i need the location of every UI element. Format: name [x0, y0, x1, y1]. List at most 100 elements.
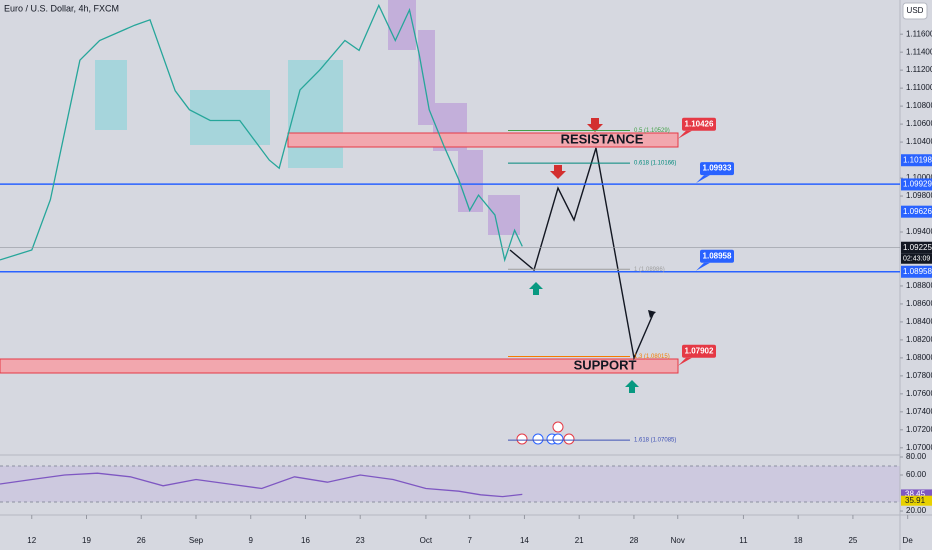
- x-tick-label: 19: [82, 536, 91, 545]
- level-badge: [682, 117, 716, 131]
- y-tick-label: 80.00: [906, 452, 927, 461]
- fib-label: 0.5 (1.10529): [634, 128, 670, 134]
- price-line: [0, 3, 523, 263]
- level-badge: [700, 249, 734, 263]
- y-tick-label: 1.09400: [906, 227, 932, 236]
- x-tick-label: Oct: [420, 536, 433, 545]
- value-badge-label: 38.45: [905, 490, 926, 499]
- fib-label: 0.618 (1.10166): [634, 161, 676, 167]
- value-badge: [901, 489, 932, 500]
- x-tick-label: Nov: [671, 536, 685, 545]
- box: [418, 30, 435, 125]
- y-tick-label: 1.08200: [906, 335, 932, 344]
- currency-button[interactable]: [902, 2, 928, 20]
- y-tick-label: 60.00: [906, 470, 927, 479]
- y-tick-label: 1.08600: [906, 299, 932, 308]
- event-icon: [532, 433, 544, 445]
- resistance-zone: [287, 132, 679, 148]
- fib-label: 1.618 (1.07085): [634, 438, 676, 444]
- price-badge: [901, 205, 932, 218]
- x-tick-label: 9: [249, 536, 254, 545]
- y-tick-label: 1.07800: [906, 371, 932, 380]
- y-tick-label: 1.08000: [906, 353, 932, 362]
- y-tick-label: 1.10000: [906, 173, 932, 182]
- level-badge-pointer: [678, 357, 692, 366]
- box: [190, 90, 270, 145]
- price-badge: [901, 265, 932, 278]
- up-arrow: [529, 282, 543, 295]
- price-badge-label: 1.10198: [903, 155, 932, 164]
- box: [288, 60, 343, 168]
- box: [95, 60, 127, 130]
- level-label: 1.08958: [703, 251, 732, 260]
- projection-arrowhead: [648, 310, 656, 318]
- x-tick-label: 12: [27, 536, 36, 545]
- currency: USD: [907, 6, 924, 15]
- x-tick-label: De: [903, 536, 914, 545]
- level-badge: [700, 162, 734, 176]
- box: [488, 195, 520, 235]
- event-icon: [563, 433, 575, 445]
- y-tick-label: 1.07600: [906, 389, 932, 398]
- x-tick-label: 23: [356, 536, 365, 545]
- y-tick-label: 1.11600: [906, 29, 932, 38]
- box: [458, 150, 483, 212]
- y-tick-label: 1.11400: [906, 47, 932, 56]
- countdown-badge: [901, 253, 932, 264]
- level-badge: [682, 344, 716, 358]
- x-tick-label: 14: [520, 536, 529, 545]
- down-arrow: [587, 118, 603, 132]
- price-badge-label: 1.09626: [903, 207, 932, 216]
- value-badge: [901, 495, 932, 506]
- countdown: 02:43:09: [903, 256, 930, 263]
- y-tick-label: 1.10800: [906, 101, 932, 110]
- x-tick-label: 16: [301, 536, 310, 545]
- support-label: SUPPORT: [574, 357, 637, 372]
- y-tick-label: 1.07200: [906, 425, 932, 434]
- level-badge-pointer: [678, 130, 692, 139]
- y-tick-label: 1.08400: [906, 317, 932, 326]
- y-tick-label: 1.08800: [906, 281, 932, 290]
- y-tick-label: 1.10600: [906, 119, 932, 128]
- level-badge-pointer: [696, 262, 710, 271]
- level-label: 1.09933: [703, 164, 732, 173]
- price-badge: [901, 241, 932, 254]
- event-icons: [516, 421, 575, 445]
- up-arrow: [625, 380, 639, 393]
- y-tick-label: 20.00: [906, 506, 927, 515]
- x-tick-label: 26: [137, 536, 146, 545]
- y-tick-label: 1.10400: [906, 137, 932, 146]
- event-icon: [552, 433, 564, 445]
- x-tick-label: 11: [739, 536, 748, 545]
- x-tick-label: Sep: [189, 536, 204, 545]
- x-tick-label: 18: [794, 536, 803, 545]
- price-badge: [901, 178, 932, 191]
- price-badge-label: 1.09929: [903, 180, 932, 189]
- projection-path: [509, 147, 655, 361]
- y-tick-label: 1.11000: [906, 83, 932, 92]
- level-label: 1.10426: [685, 119, 714, 128]
- value-badge-label: 35.91: [905, 496, 926, 505]
- y-tick-label: 1.11200: [906, 65, 932, 74]
- level-label: 1.07902: [685, 346, 714, 355]
- resistance-label: RESISTANCE: [561, 131, 644, 146]
- fib-label: 1 (1.08986): [634, 267, 665, 273]
- price-line: [0, 472, 523, 498]
- event-icon: [552, 421, 564, 433]
- x-tick-label: 25: [848, 536, 857, 545]
- level-badge-pointer: [696, 175, 710, 184]
- price-badge: [901, 154, 932, 167]
- x-tick-label: 21: [575, 536, 584, 545]
- x-tick-label: 28: [629, 536, 638, 545]
- down-arrow: [550, 165, 566, 179]
- event-icon: [516, 433, 528, 445]
- y-tick-label: 1.07400: [906, 407, 932, 416]
- support-zone: [0, 358, 679, 374]
- band-fill: [0, 465, 900, 503]
- y-tick-label: 1.09800: [906, 191, 932, 200]
- x-tick-label: 7: [467, 536, 472, 545]
- y-tick-label: 1.07000: [906, 443, 932, 452]
- price-badge-label: 1.09225: [903, 243, 932, 252]
